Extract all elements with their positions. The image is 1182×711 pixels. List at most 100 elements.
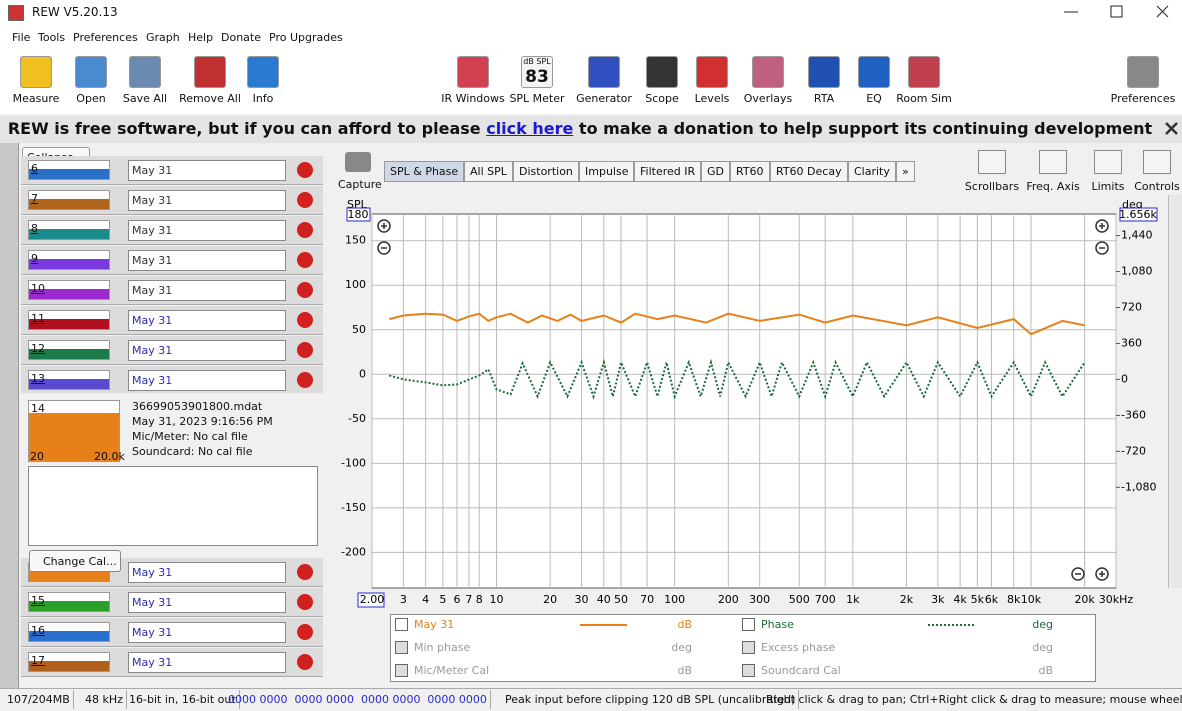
menu-item[interactable]: Pro Upgrades <box>269 31 343 44</box>
toolbar-icon[interactable] <box>752 56 784 88</box>
legend-checkbox[interactable] <box>395 641 408 654</box>
graph-tab[interactable]: » <box>896 161 915 182</box>
menu-item[interactable]: File <box>12 31 31 44</box>
legend-checkbox[interactable] <box>742 618 755 631</box>
tool-icon[interactable] <box>1039 150 1067 174</box>
name-field[interactable]: May 31 <box>128 190 286 211</box>
toolbar-icon[interactable] <box>1127 56 1159 88</box>
name-field[interactable]: May 31 <box>128 562 286 583</box>
name-field[interactable]: May 31 <box>128 160 286 181</box>
toolbar-label[interactable]: Remove All <box>179 92 241 105</box>
tool-icon[interactable] <box>978 150 1006 174</box>
capture-icon[interactable] <box>345 152 371 172</box>
name-field[interactable]: May 31 <box>128 310 286 331</box>
tool-label[interactable]: Freq. Axis <box>1026 180 1080 193</box>
menu-item[interactable]: Preferences <box>73 31 138 44</box>
toolbar-icon[interactable] <box>247 56 279 88</box>
toolbar-label[interactable]: Info <box>252 92 274 105</box>
toolbar-icon[interactable] <box>858 56 890 88</box>
legend-checkbox[interactable] <box>742 641 755 654</box>
toolbar-label[interactable]: Levels <box>694 92 730 105</box>
remove-button[interactable] <box>297 252 313 268</box>
menu-item[interactable]: Graph <box>146 31 180 44</box>
notes-box[interactable] <box>28 466 318 546</box>
toolbar-label[interactable]: Save All <box>122 92 168 105</box>
remove-button[interactable] <box>297 372 313 388</box>
name-field[interactable]: May 31 <box>128 280 286 301</box>
graph-tab[interactable]: Clarity <box>848 161 896 182</box>
graph-tab[interactable]: Filtered IR <box>634 161 702 182</box>
legend-label[interactable]: May 31 <box>414 618 455 631</box>
remove-button[interactable] <box>297 162 313 178</box>
name-field[interactable]: May 31 <box>128 622 286 643</box>
toolbar-icon[interactable] <box>908 56 940 88</box>
name-field[interactable]: May 31 <box>128 250 286 271</box>
tool-label[interactable]: Scrollbars <box>964 180 1020 193</box>
remove-button[interactable] <box>297 342 313 358</box>
menu-item[interactable]: Help <box>188 31 214 44</box>
remove-button[interactable] <box>297 654 313 670</box>
toolbar-label[interactable]: Scope <box>645 92 679 105</box>
tool-label[interactable]: Limits <box>1091 180 1125 193</box>
tool-label[interactable]: Controls <box>1134 180 1180 193</box>
name-field[interactable]: May 31 <box>128 220 286 241</box>
toolbar-icon[interactable] <box>457 56 489 88</box>
graph-tab[interactable]: RT60 Decay <box>770 161 848 182</box>
thumb-number: 14 <box>31 402 45 415</box>
range-button[interactable]: 20 .. 20,000 <box>1022 544 1100 563</box>
toolbar-label[interactable]: Open <box>76 92 106 105</box>
remove-button[interactable] <box>297 594 313 610</box>
remove-button[interactable] <box>297 624 313 640</box>
remove-button[interactable] <box>297 564 313 580</box>
graph-tab[interactable]: Distortion <box>513 161 579 182</box>
banner-span[interactable]: click here <box>486 119 574 138</box>
toolbar-icon[interactable] <box>129 56 161 88</box>
legend-label[interactable]: Mic/Meter Cal <box>414 664 490 677</box>
toolbar-icon[interactable] <box>588 56 620 88</box>
toolbar-icon[interactable] <box>20 56 52 88</box>
remove-button[interactable] <box>297 222 313 238</box>
toolbar-label[interactable]: Room Sim <box>896 92 952 105</box>
toolbar-label[interactable]: Preferences <box>1110 92 1176 105</box>
name-field[interactable]: May 31 <box>128 340 286 361</box>
remove-button[interactable] <box>297 312 313 328</box>
toolbar-label[interactable]: Generator <box>576 92 632 105</box>
toolbar-label[interactable]: IR Windows <box>441 92 505 105</box>
toolbar-icon[interactable] <box>521 56 553 88</box>
tool-icon[interactable] <box>1143 150 1171 174</box>
legend-checkbox[interactable] <box>742 664 755 677</box>
legend-label[interactable]: Min phase <box>414 641 471 654</box>
graph-tab[interactable]: SPL & Phase <box>384 161 465 182</box>
legend-label[interactable]: Phase <box>761 618 794 631</box>
menu-item[interactable]: Donate <box>221 31 261 44</box>
capture-label[interactable]: Capture <box>338 178 382 191</box>
toolbar-icon[interactable] <box>808 56 840 88</box>
toolbar-label[interactable]: Measure <box>12 92 60 105</box>
graph-tab[interactable]: RT60 <box>730 161 770 182</box>
toolbar-label[interactable]: SPL Meter <box>509 92 565 105</box>
tool-icon[interactable] <box>1094 150 1122 174</box>
change-cal-button[interactable]: Change Cal... <box>29 550 121 572</box>
name-field[interactable]: May 31 <box>128 592 286 613</box>
legend-label[interactable]: Excess phase <box>761 641 836 654</box>
thumbnail <box>28 622 110 642</box>
toolbar-icon[interactable] <box>646 56 678 88</box>
graph-tab[interactable]: GD <box>701 161 730 182</box>
remove-button[interactable] <box>297 282 313 298</box>
graph-tab[interactable]: All SPL <box>464 161 513 182</box>
toolbar-icon[interactable] <box>696 56 728 88</box>
name-field[interactable]: May 31 <box>128 370 286 391</box>
toolbar-icon[interactable] <box>194 56 226 88</box>
legend-label[interactable]: Soundcard Cal <box>761 664 841 677</box>
legend-checkbox[interactable] <box>395 618 408 631</box>
toolbar-icon[interactable] <box>75 56 107 88</box>
legend-checkbox[interactable] <box>395 664 408 677</box>
graph-tab[interactable]: Impulse <box>579 161 635 182</box>
remove-button[interactable] <box>297 192 313 208</box>
toolbar-label[interactable]: EQ <box>866 92 882 105</box>
menu-item[interactable]: Tools <box>38 31 66 44</box>
toolbar-label[interactable]: RTA <box>813 92 835 105</box>
toolbar-label[interactable]: Overlays <box>743 92 793 105</box>
name-field[interactable]: May 31 <box>128 652 286 673</box>
range-button[interactable]: 10 .. 200 <box>1022 522 1100 541</box>
